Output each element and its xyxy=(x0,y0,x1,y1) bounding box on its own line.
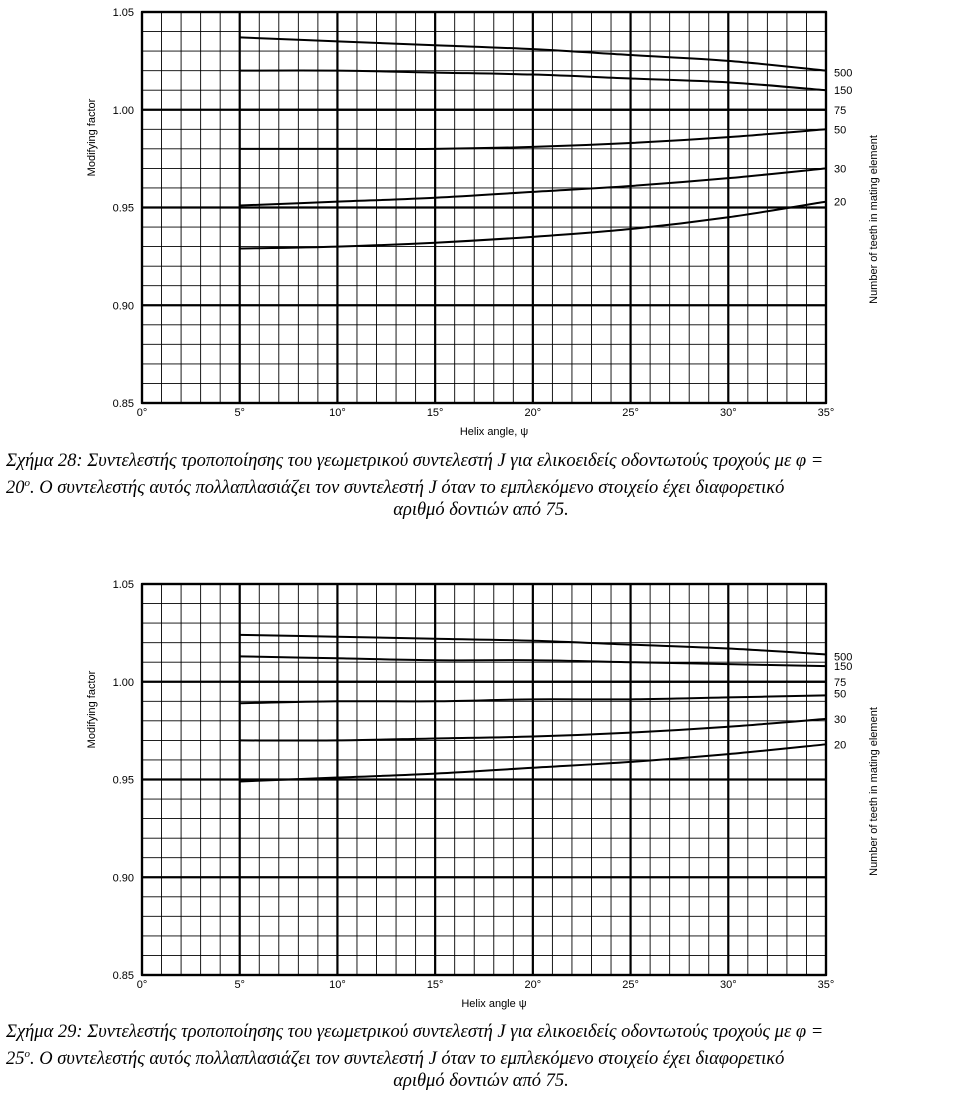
x-tick-label: 5° xyxy=(234,979,245,991)
caption-figure-28: Σχήμα 28: Συντελεστής τροποποίησης του γ… xyxy=(6,450,956,521)
series-label-50: 50 xyxy=(834,124,846,136)
series-line-50 xyxy=(239,694,827,705)
plot-frame xyxy=(140,582,828,977)
caption-degree-sup: o xyxy=(24,1048,31,1060)
x-tick-label: 30° xyxy=(720,407,737,419)
series-line-20 xyxy=(239,743,827,783)
caption-figure-29: Σχήμα 29: Συντελεστής τροποποίησης του γ… xyxy=(6,1021,956,1092)
chart-figure-28: 0.85 0.90 0.95 1.00 1.05 0° 5° 10° 15° 20° 25° 30° 3… xyxy=(86,7,880,438)
series-label-75: 75 xyxy=(834,677,846,689)
x-tick-label: 10° xyxy=(329,407,346,419)
figure-28: 0.85 0.90 0.95 1.00 1.05 0° 5° 10° 15° 20° 25° 30° 3… xyxy=(0,0,960,445)
series-label-75: 75 xyxy=(834,105,846,117)
y-tick-label: 0.95 xyxy=(113,775,134,787)
series-line-30 xyxy=(239,717,827,742)
y-axis-label: Modifying factor xyxy=(86,670,98,748)
y-tick-label: 0.85 xyxy=(113,398,134,410)
series-label-30: 30 xyxy=(834,714,846,726)
y-tick-label: 1.00 xyxy=(113,677,134,689)
right-axis-label: Number of teeth in mating element xyxy=(868,707,880,876)
y-tick-label: 0.95 xyxy=(113,203,134,215)
caption-angle-value: 20 xyxy=(6,478,25,499)
series-label-20: 20 xyxy=(834,197,846,209)
y-tick-label: 0.85 xyxy=(113,970,134,982)
x-tick-label: 15° xyxy=(427,979,444,991)
series-line-50 xyxy=(239,128,827,150)
x-tick-label: 30° xyxy=(720,979,737,991)
x-tick-label: 25° xyxy=(622,407,639,419)
x-axis-label: Helix angle, ψ xyxy=(460,426,529,438)
series-line-20 xyxy=(239,200,827,250)
caption-line-3: αριθμό δοντιών από 75. xyxy=(393,1071,569,1092)
x-tick-label: 0° xyxy=(137,979,148,991)
x-tick-label: 5° xyxy=(234,407,245,419)
figure-29: 0.85 0.90 0.95 1.00 1.05 0° 5° 10° 15° 20° 25° 30° 3… xyxy=(0,572,960,1017)
series-line-500 xyxy=(239,36,827,72)
grid xyxy=(140,582,828,977)
y-axis-label: Modifying factor xyxy=(86,98,98,176)
x-tick-label: 15° xyxy=(427,407,444,419)
caption-line-3: αριθμό δοντιών από 75. xyxy=(393,500,569,521)
y-tick-label: 1.05 xyxy=(113,7,134,19)
caption-line-1: Σχήμα 29: Συντελεστής τροποποίησης του γ… xyxy=(6,1022,824,1042)
series-line-150 xyxy=(239,655,827,668)
y-tick-label: 1.00 xyxy=(113,105,134,117)
caption-angle-value: 25 xyxy=(6,1049,25,1070)
caption-line-1: Σχήμα 28: Συντελεστής τροποποίησης του γ… xyxy=(6,451,824,471)
caption-line-2: . O συντελεστής αυτός πολλαπλασιάζει τον… xyxy=(30,478,785,499)
caption-degree-sup: o xyxy=(24,477,31,489)
x-tick-label: 35° xyxy=(818,979,835,991)
right-axis-label: Number of teeth in mating element xyxy=(868,135,880,304)
series-line-500 xyxy=(239,633,827,656)
plot-frame xyxy=(140,10,828,405)
x-tick-label: 35° xyxy=(818,407,835,419)
series-label-50: 50 xyxy=(834,688,846,700)
grid xyxy=(140,10,828,405)
series-line-150 xyxy=(239,69,827,92)
y-tick-label: 1.05 xyxy=(113,579,134,591)
y-tick-label: 0.90 xyxy=(113,872,134,884)
chart-figure-29: 0.85 0.90 0.95 1.00 1.05 0° 5° 10° 15° 20° 25° 30° 3… xyxy=(86,579,880,1010)
series-label-30: 30 xyxy=(834,163,846,175)
series-line-30 xyxy=(239,167,827,207)
series-label-500: 500 xyxy=(834,651,852,663)
series-label-150: 150 xyxy=(834,85,852,97)
x-tick-label: 10° xyxy=(329,979,346,991)
x-tick-label: 25° xyxy=(622,979,639,991)
series-label-20: 20 xyxy=(834,739,846,751)
caption-line-2: . O συντελεστής αυτός πολλαπλασιάζει τον… xyxy=(30,1049,785,1070)
x-tick-label: 20° xyxy=(525,407,542,419)
x-tick-label: 20° xyxy=(525,979,542,991)
y-tick-label: 0.90 xyxy=(113,300,134,312)
series-label-500: 500 xyxy=(834,68,852,80)
x-axis-label: Helix angle ψ xyxy=(461,998,526,1010)
series-label-150: 150 xyxy=(834,661,852,673)
x-tick-label: 0° xyxy=(137,407,148,419)
